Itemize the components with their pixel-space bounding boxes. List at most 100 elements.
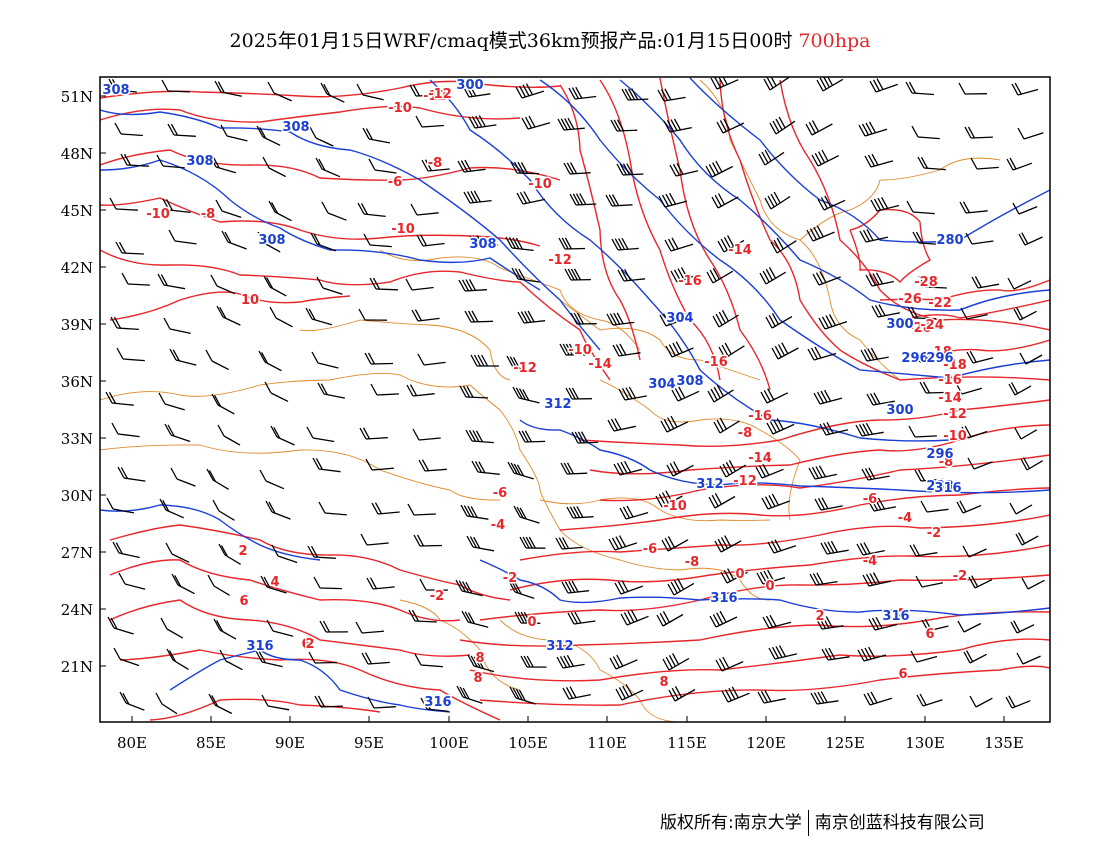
lat-tick-label: 36N: [61, 373, 93, 391]
temperature-label: 8: [473, 671, 482, 686]
temperature-label: -2: [927, 526, 941, 541]
lon-tick-label: 80E: [117, 734, 147, 752]
lon-tick-label: 130E: [905, 734, 945, 752]
latitude-axis: 51N 48N 45N 42N 39N 36N 33N 30N 27N 24N 21N: [61, 88, 106, 676]
temperature-label: -24: [920, 318, 944, 333]
wind-barbs: [105, 77, 1045, 715]
lon-tick-label: 90E: [275, 734, 305, 752]
temperature-label: -8: [685, 555, 699, 570]
temperature-label: -2: [953, 569, 967, 584]
temperature-label: 0: [765, 579, 774, 594]
height-label: 316: [710, 591, 737, 606]
chart-title: 2025年01月15日WRF/cmaq模式36km预报产品:01月15日00时 7…: [0, 26, 1100, 53]
temperature-label: 10: [241, 293, 259, 308]
height-label: 308: [186, 154, 213, 169]
temperature-label: -16: [748, 409, 772, 424]
temperature-label: -12: [423, 89, 447, 104]
temperature-label: -12: [943, 407, 967, 422]
lat-tick-label: 39N: [61, 316, 93, 334]
height-label: 312: [696, 477, 723, 492]
height-label: 300: [456, 78, 483, 93]
temperature-label: -14: [748, 451, 772, 466]
temperature-label: 2: [815, 609, 824, 624]
lon-tick-label: 125E: [825, 734, 865, 752]
footer-separator: [807, 810, 809, 836]
lat-tick-label: 45N: [61, 202, 93, 220]
height-contours: [100, 77, 1050, 713]
temperature-label: -14: [728, 243, 752, 258]
temperature-label: -16: [678, 274, 702, 289]
temperature-label: 2: [305, 637, 314, 652]
map-frame: [99, 76, 1051, 723]
temperature-label: -14: [938, 391, 962, 406]
temperature-label: -16: [704, 355, 728, 370]
copyright-left: 版权所有:南京大学: [660, 813, 802, 833]
temperature-label: -12: [548, 253, 572, 268]
height-label: 316: [882, 609, 909, 624]
temperature-label: -10: [146, 207, 170, 222]
height-label: 300: [886, 317, 913, 332]
temperature-label: -6: [493, 486, 507, 501]
lon-tick-label: 120E: [746, 734, 786, 752]
temperature-label: 6: [925, 627, 934, 642]
temperature-label: -12: [428, 87, 452, 102]
temperature-label: -8: [939, 455, 953, 470]
temperature-label: -10: [388, 101, 412, 116]
temperature-label: -14: [588, 357, 612, 372]
lon-tick-label: 95E: [354, 734, 384, 752]
temperature-label: -20: [908, 321, 932, 336]
temperature-label: -2: [503, 571, 517, 586]
height-label: 304: [648, 377, 675, 392]
temperature-label: -12: [733, 474, 757, 489]
height-label: 300: [886, 403, 913, 418]
lon-tick-label: 85E: [196, 734, 226, 752]
height-label: 316: [934, 481, 961, 496]
height-label: 288: [926, 479, 953, 494]
temperature-label: -18: [928, 345, 952, 360]
copyright-footer: 版权所有:南京大学 南京创蓝科技有限公司: [660, 808, 985, 836]
height-label: 312: [544, 397, 571, 412]
height-label: 280: [936, 233, 963, 248]
height-label: 308: [666, 311, 693, 326]
temperature-label: -28: [914, 275, 938, 290]
temperature-label: 8: [475, 651, 484, 666]
temperature-label: -6: [388, 175, 402, 190]
height-label: 288: [932, 481, 959, 496]
temperature-label: 0: [527, 615, 536, 630]
height-label: 296: [926, 447, 953, 462]
title-main: 2025年01月15日WRF/cmaq模式36km预报产品:01月15日00时: [229, 30, 793, 52]
temperature-label: -16: [938, 373, 962, 388]
lon-tick-label: 115E: [667, 734, 707, 752]
lat-tick-label: 51N: [61, 88, 93, 106]
copyright-right: 南京创蓝科技有限公司: [814, 813, 985, 833]
height-label: 308: [469, 237, 496, 252]
temperature-labels: -12-10-8-6-8-10-10-12-10-12-10-14-16-16-…: [145, 86, 969, 692]
temperature-label: -18: [943, 358, 967, 373]
height-label: 296: [926, 351, 953, 366]
temperature-label: -4: [863, 554, 877, 569]
lat-tick-label: 24N: [61, 601, 93, 619]
height-label: 316: [424, 695, 451, 710]
title-level: 700hpa: [798, 30, 871, 52]
temperature-label: -22: [928, 296, 952, 311]
lat-tick-label: 30N: [61, 487, 93, 505]
height-labels: 3083083083083003083083043002962882803083…: [101, 77, 965, 712]
temperature-label: 2: [238, 544, 247, 559]
weather-map: -12-10-8-6-8-10-10-12-10-12-10-14-16-16-…: [61, 76, 1051, 752]
lon-tick-label: 110E: [587, 734, 627, 752]
height-label: 304: [666, 311, 693, 326]
temperature-label: 6: [301, 637, 310, 652]
lat-tick-label: 33N: [61, 430, 93, 448]
lon-tick-label: 100E: [429, 734, 469, 752]
height-label: 296: [901, 351, 928, 366]
temperature-label: -6: [863, 492, 877, 507]
temperature-label: -8: [738, 426, 752, 441]
temperature-label: -10: [528, 177, 552, 192]
lat-tick-label: 21N: [61, 658, 93, 676]
temperature-label: -10: [391, 222, 415, 237]
height-label: 308: [258, 233, 285, 248]
temperature-label: -8: [201, 207, 215, 222]
lon-tick-label: 135E: [984, 734, 1024, 752]
temperature-label: -2: [430, 589, 444, 604]
lat-tick-label: 48N: [61, 145, 93, 163]
